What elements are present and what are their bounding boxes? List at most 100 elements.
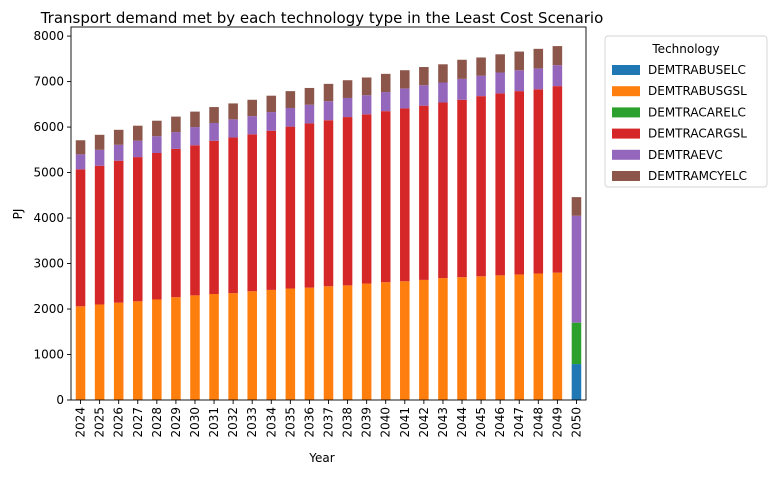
bar-DEMTRACARGSL-2038 — [342, 117, 353, 286]
bar-DEMTRAEVC-2045 — [476, 75, 486, 97]
bar-DEMTRACARGSL-2049 — [552, 86, 563, 273]
y-axis: 0 1000 2000 3000 4000 5000 6000 7000 8000 — [33, 29, 71, 407]
x-tick-label: 2037 — [322, 407, 336, 438]
bar-DEMTRACARGSL-2026 — [113, 160, 124, 303]
legend-label-DEMTRACARGSL: DEMTRACARGSL — [648, 127, 747, 141]
x-tick-label: 2050 — [569, 407, 583, 438]
chart-title: Transport demand met by each technology … — [40, 9, 604, 27]
bar-DEMTRACARGSL-2043 — [438, 102, 448, 279]
bar-DEMTRACARGSL-2033 — [247, 134, 257, 292]
legend-label-DEMTRAEVC: DEMTRAEVC — [648, 148, 723, 162]
bar-DEMTRAEVC-2050 — [571, 215, 582, 323]
bar-DEMTRABUSGSL-2039 — [361, 283, 372, 400]
bar-DEMTRAEVC-2033 — [247, 116, 257, 135]
bar-DEMTRAMCYELC-2045 — [476, 57, 486, 76]
x-tick-label: 2048 — [531, 407, 545, 438]
bar-DEMTRACARGSL-2029 — [171, 148, 181, 298]
bar-DEMTRAEVC-2046 — [495, 72, 505, 94]
x-tick-label: 2032 — [226, 407, 240, 438]
y-tick-label: 8000 — [33, 29, 64, 43]
bar-DEMTRABUSGSL-2048 — [533, 273, 544, 400]
bar-DEMTRABUSGSL-2043 — [438, 278, 448, 400]
bar-DEMTRAEVC-2038 — [342, 97, 353, 118]
bar-DEMTRACARGSL-2032 — [228, 137, 238, 294]
x-tick-label: 2038 — [341, 407, 355, 438]
bar-DEMTRAMCYELC-2042 — [419, 67, 429, 86]
legend-swatch-DEMTRABUSELC — [612, 65, 640, 75]
x-tick-label: 2031 — [207, 407, 221, 438]
bar-DEMTRAMCYELC-2038 — [342, 80, 353, 98]
bar-DEMTRAMCYELC-2035 — [285, 91, 296, 108]
bar-DEMTRAEVC-2048 — [533, 68, 544, 90]
bar-DEMTRAMCYELC-2025 — [94, 134, 105, 150]
bar-DEMTRAEVC-2026 — [113, 144, 124, 161]
bar-DEMTRAEVC-2034 — [266, 112, 277, 131]
bar-DEMTRACARGSL-2037 — [323, 120, 334, 287]
legend-swatch-DEMTRABUSGSL — [612, 86, 640, 97]
bar-DEMTRAMCYELC-2029 — [171, 116, 181, 133]
bar-DEMTRABUSGSL-2028 — [152, 299, 162, 400]
x-tick-label: 2028 — [150, 407, 164, 438]
bar-DEMTRAMCYELC-2026 — [113, 129, 124, 145]
x-tick-label: 2044 — [455, 407, 469, 438]
x-tick-label: 2025 — [93, 407, 107, 438]
bar-DEMTRAEVC-2044 — [457, 78, 467, 100]
x-tick-label: 2024 — [74, 407, 88, 438]
bar-DEMTRAEVC-2039 — [361, 95, 372, 115]
bar-DEMTRABUSGSL-2044 — [457, 277, 467, 400]
bar-DEMTRAMCYELC-2044 — [457, 59, 467, 79]
x-tick-label: 2041 — [398, 407, 412, 438]
x-tick-label: 2036 — [302, 407, 316, 438]
bar-DEMTRAMCYELC-2034 — [266, 95, 277, 113]
x-tick-label: 2039 — [360, 407, 374, 438]
y-tick-label: 3000 — [33, 257, 64, 271]
legend-swatch-DEMTRACARELC — [612, 107, 640, 118]
bar-DEMTRACARGSL-2034 — [266, 130, 277, 290]
bar-DEMTRABUSELC-2050 — [571, 364, 582, 400]
bar-DEMTRAEVC-2030 — [190, 127, 200, 146]
legend-label-DEMTRACARELC: DEMTRACARELC — [648, 105, 746, 119]
bar-DEMTRABUSGSL-2046 — [495, 275, 505, 400]
bar-DEMTRAEVC-2040 — [380, 92, 391, 112]
bar-DEMTRACARGSL-2028 — [152, 153, 162, 300]
bar-DEMTRAMCYELC-2036 — [304, 87, 315, 105]
bar-DEMTRACARGSL-2039 — [361, 114, 372, 284]
bar-DEMTRABUSGSL-2025 — [94, 304, 105, 400]
legend: Technology DEMTRABUSELC DEMTRABUSGSL DEMTR… — [604, 35, 768, 188]
bar-DEMTRAMCYELC-2043 — [438, 64, 448, 83]
x-tick-label: 2035 — [283, 407, 297, 438]
bar-DEMTRAEVC-2042 — [419, 85, 429, 106]
bar-DEMTRACARGSL-2027 — [132, 157, 143, 302]
bar-DEMTRABUSGSL-2030 — [190, 295, 200, 400]
bar-DEMTRABUSGSL-2031 — [209, 294, 219, 400]
bar-DEMTRABUSGSL-2024 — [75, 306, 86, 400]
bar-DEMTRAEVC-2037 — [323, 101, 334, 121]
bar-DEMTRABUSGSL-2027 — [132, 301, 143, 400]
legend-frame — [604, 35, 768, 188]
y-tick-label: 0 — [56, 393, 64, 407]
bar-DEMTRABUSGSL-2038 — [342, 285, 353, 400]
x-axis: 2024 2025 2026 2027 2028 2029 2030 2031 2032 2033… — [74, 400, 583, 438]
bar-DEMTRAEVC-2035 — [285, 107, 296, 127]
x-tick-label: 2046 — [493, 407, 507, 438]
x-tick-label: 2033 — [245, 407, 259, 438]
bar-DEMTRAMCYELC-2041 — [400, 70, 410, 89]
x-tick-label: 2049 — [550, 407, 564, 438]
bar-DEMTRAMCYELC-2039 — [361, 77, 372, 96]
x-tick-label: 2029 — [169, 407, 183, 438]
legend-swatch-DEMTRAEVC — [612, 149, 640, 160]
bar-DEMTRAEVC-2043 — [438, 82, 448, 103]
bar-DEMTRAMCYELC-2037 — [323, 83, 334, 102]
legend-label-DEMTRABUSELC: DEMTRABUSELC — [648, 63, 746, 77]
bar-DEMTRAEVC-2041 — [400, 88, 410, 109]
legend-label-DEMTRABUSGSL: DEMTRABUSGSL — [648, 84, 747, 98]
bar-DEMTRAEVC-2047 — [514, 70, 525, 92]
x-tick-label: 2043 — [436, 407, 450, 438]
bar-DEMTRABUSGSL-2034 — [266, 289, 277, 400]
bar-DEMTRABUSGSL-2032 — [228, 293, 238, 400]
bar-DEMTRACARGSL-2047 — [514, 91, 525, 275]
bar-DEMTRAMCYELC-2028 — [152, 120, 162, 137]
bar-DEMTRACARGSL-2045 — [476, 96, 486, 277]
plot-area — [75, 46, 582, 400]
